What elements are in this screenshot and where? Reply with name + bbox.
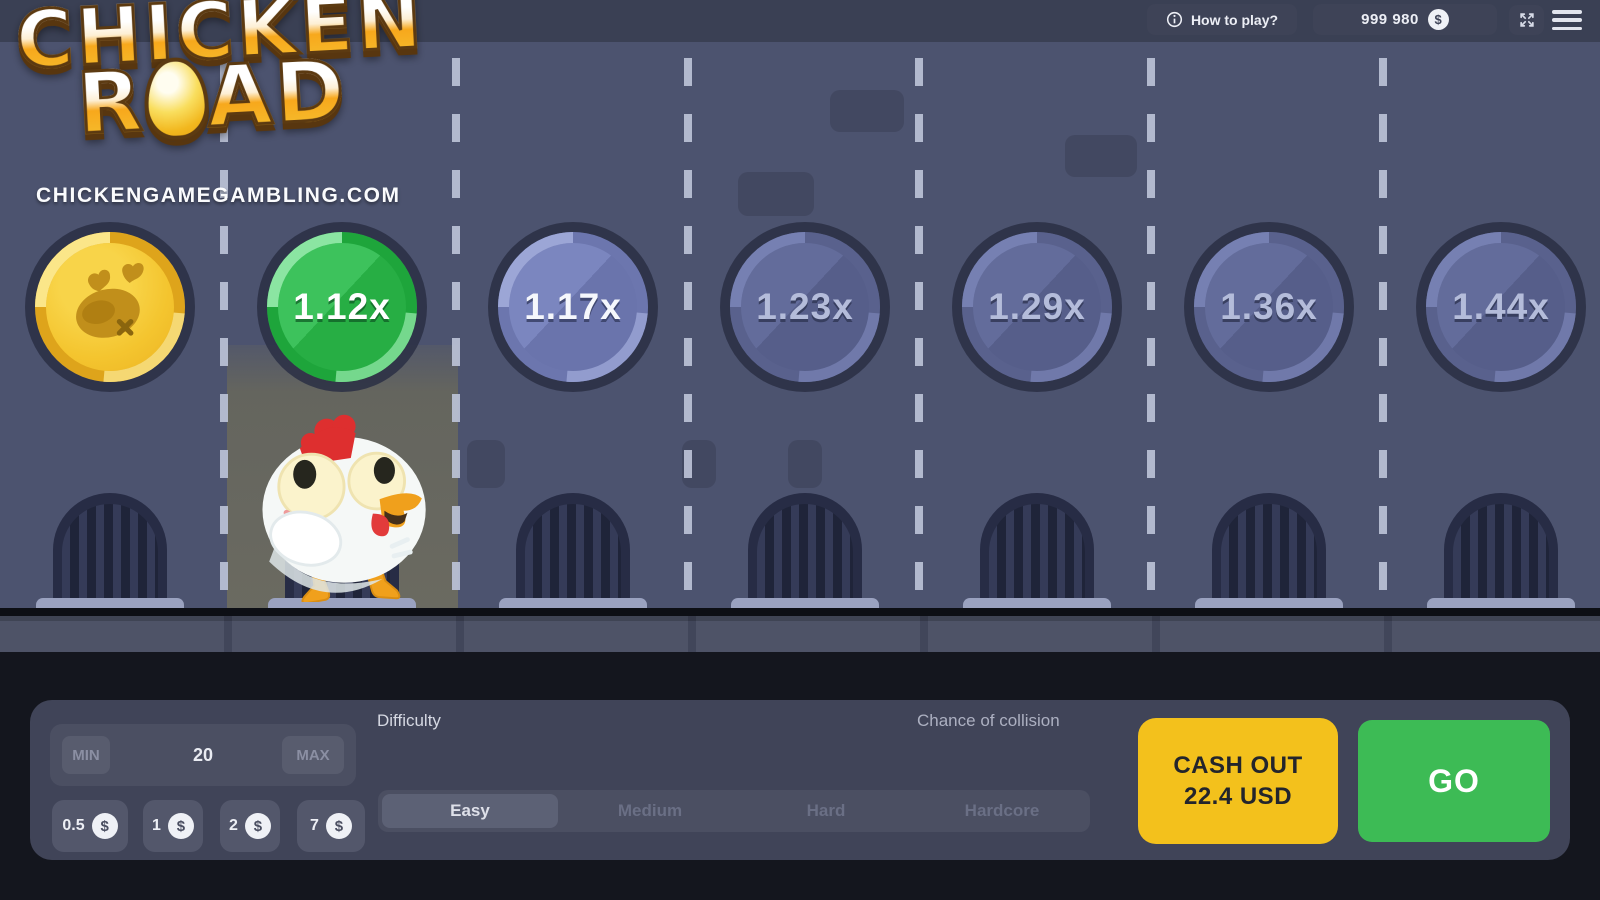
chance-of-collision-label: Chance of collision [917, 711, 1060, 730]
multiplier-value: 1.36x [1220, 286, 1318, 327]
bet-max-button[interactable]: MAX [282, 736, 344, 774]
balance-display[interactable]: 999 980 $ [1313, 4, 1497, 35]
balance-amount: 999 980 [1361, 11, 1419, 28]
egg-icon [146, 60, 206, 138]
dollar-coin-icon: $ [1427, 9, 1449, 30]
go-button[interactable]: GO [1358, 720, 1550, 842]
how-to-play-label: How to play? [1190, 11, 1279, 28]
curb-line [0, 608, 1600, 616]
how-to-play-button[interactable]: How to play? [1147, 4, 1297, 35]
multiplier-token: 1.44x [1394, 200, 1600, 414]
token-shine-arc [467, 201, 679, 413]
sewer-grate [980, 493, 1094, 603]
website-url: CHICKENGAMEGAMBLING.COM [36, 184, 401, 207]
road-patch [1065, 135, 1137, 177]
multiplier-token: 1.23x [698, 200, 912, 414]
cash-out-label: CASH OUT [1173, 752, 1303, 779]
grate-bars [62, 504, 158, 603]
coin-shine-arc [4, 201, 216, 413]
menu-bar [1552, 18, 1582, 22]
quick-bet-button[interactable]: 1 $ [143, 800, 203, 852]
token-shine-arc [931, 201, 1143, 413]
bet-min-button[interactable]: MIN [62, 736, 110, 774]
lane-divider [1147, 58, 1155, 606]
bet-amount-input[interactable]: 20 [192, 744, 214, 765]
road-patch [830, 90, 904, 132]
lane-divider [452, 58, 460, 606]
logo-letter: R [73, 50, 149, 154]
menu-button[interactable] [1552, 8, 1582, 32]
difficulty-tab-medium[interactable]: Medium [617, 801, 683, 820]
sewer-grate [53, 493, 167, 603]
multiplier-token: 1.36x [1162, 200, 1376, 414]
sewer-grate [1212, 493, 1326, 603]
road-patch [467, 440, 505, 488]
quick-bet-button[interactable]: 0.5 $ [52, 800, 128, 852]
token-shine-arc [1395, 201, 1600, 413]
multiplier-value: 1.29x [988, 286, 1086, 327]
chicken-character [262, 414, 426, 602]
difficulty-tab-easy[interactable]: Easy [382, 794, 558, 828]
menu-bar [1552, 26, 1582, 30]
fullscreen-button[interactable] [1509, 5, 1544, 35]
difficulty-tabs: Easy Medium Hard Hardcore [378, 790, 1090, 832]
token-shine-arc [1163, 201, 1375, 413]
fried-chicken-icon [76, 263, 144, 338]
road-patch [738, 172, 814, 216]
sewer-grate [516, 493, 630, 603]
menu-bar [1552, 10, 1582, 14]
logo-letters: AD [203, 39, 352, 147]
lane-divider [684, 58, 692, 606]
fullscreen-icon [1519, 13, 1534, 27]
sewer-grate [748, 493, 862, 603]
quick-bet-value: 0.5 [62, 817, 85, 834]
grate-bars [1453, 504, 1549, 603]
lane-divider [1379, 58, 1387, 606]
dollar-coin-icon: $ [325, 813, 352, 839]
multiplier-value: 1.23x [756, 286, 854, 327]
bet-amount-box: 20 MIN MAX [50, 724, 356, 786]
difficulty-tab-hard[interactable]: Hard [806, 801, 846, 820]
road-patch [788, 440, 822, 488]
grate-bars [1221, 504, 1317, 603]
quick-bet-value: 2 [229, 817, 238, 834]
grate-bars [989, 504, 1085, 603]
fried-chicken-coin [3, 200, 217, 414]
token-shine-arc [699, 201, 911, 413]
go-label: GO [1428, 762, 1480, 799]
dollar-coin-icon: $ [91, 813, 118, 839]
cash-out-amount: 22.4 USD [1183, 783, 1293, 810]
multiplier-token: 1.29x [930, 200, 1144, 414]
grate-bars [757, 504, 853, 603]
road-background: 1.12x 1.17x 1.23x 1.29x 1.36x 1.44x [0, 42, 1600, 612]
sewer-grate [1444, 493, 1558, 603]
multiplier-value: 1.44x [1452, 286, 1550, 327]
lane-divider [220, 58, 228, 606]
quick-bet-button[interactable]: 7 $ [297, 800, 365, 852]
dollar-coin-icon: $ [244, 813, 271, 839]
dollar-coin-icon: $ [167, 813, 194, 839]
sidewalk [0, 616, 1600, 652]
quick-bet-button[interactable]: 2 $ [220, 800, 280, 852]
lane-divider [915, 58, 923, 606]
multiplier-value: 1.17x [524, 286, 622, 327]
quick-bet-value: 7 [310, 817, 319, 834]
multiplier-token: 1.12x [235, 200, 449, 414]
control-panel: 20 MIN MAX 0.5 $ 1 $ 2 $ 7 $ Difficulty … [30, 700, 1570, 860]
cash-out-button[interactable]: CASH OUT 22.4 USD [1138, 718, 1338, 844]
info-icon [1166, 11, 1183, 28]
difficulty-tab-hardcore[interactable]: Hardcore [964, 801, 1040, 820]
grate-bars [525, 504, 621, 603]
difficulty-label: Difficulty [377, 711, 441, 730]
quick-bet-value: 1 [152, 817, 161, 834]
multiplier-token: 1.17x [466, 200, 680, 414]
game-logo: CHICKEN R AD [12, 0, 430, 154]
multiplier-value: 1.12x [293, 286, 391, 327]
